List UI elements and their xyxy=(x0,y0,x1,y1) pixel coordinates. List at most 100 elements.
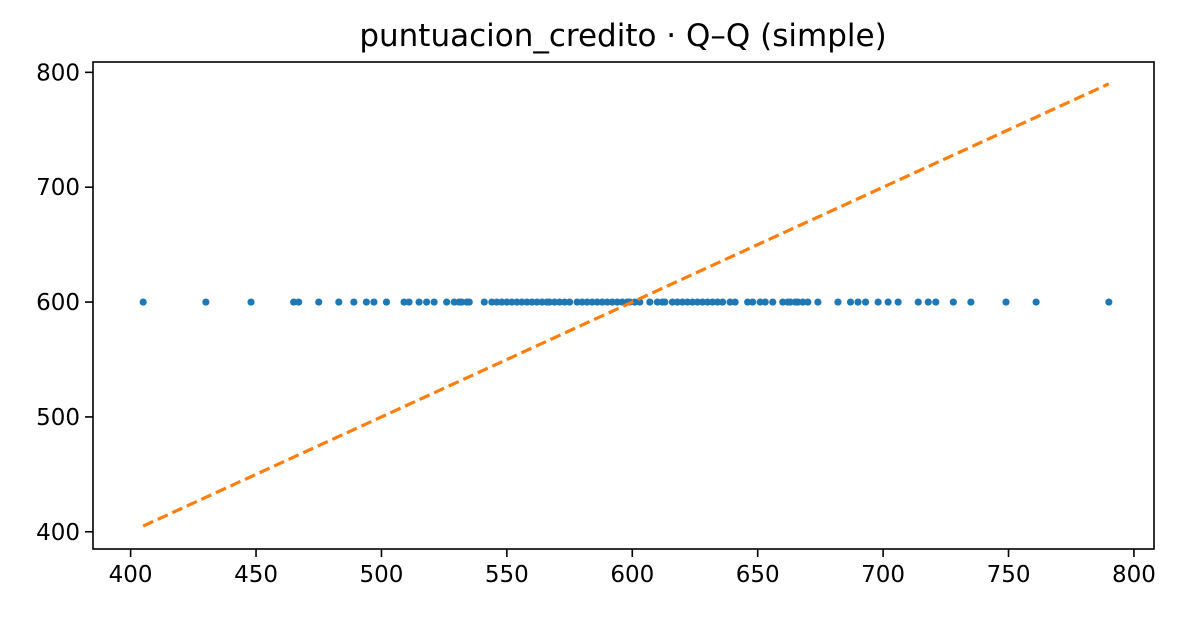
data-point xyxy=(528,298,536,306)
data-point xyxy=(693,298,702,306)
data-point xyxy=(713,298,722,306)
data-point xyxy=(613,298,621,306)
data-point xyxy=(688,298,697,306)
reference-line xyxy=(142,82,1110,528)
data-point xyxy=(545,298,554,306)
data-point xyxy=(668,298,677,306)
data-point xyxy=(924,298,932,306)
data-point xyxy=(423,298,431,306)
data-point xyxy=(603,298,611,306)
data-point xyxy=(465,298,473,306)
data-point xyxy=(673,298,682,306)
data-point xyxy=(560,298,569,306)
data-point xyxy=(370,298,378,306)
data-point xyxy=(315,298,323,306)
data-point xyxy=(555,298,564,306)
data-point xyxy=(703,298,712,306)
data-point xyxy=(443,298,451,306)
data-point xyxy=(718,298,727,306)
data-marks xyxy=(139,82,1113,528)
data-point xyxy=(756,298,764,306)
data-point xyxy=(550,298,559,306)
data-point xyxy=(861,298,870,306)
x-axis: 400 450 500 550 600 650 700 750 800 xyxy=(109,549,1156,588)
data-point xyxy=(884,298,892,306)
x-tick-label: 650 xyxy=(736,562,780,588)
data-point xyxy=(513,298,521,306)
data-point xyxy=(498,298,506,306)
data-point xyxy=(894,298,902,306)
data-point xyxy=(588,298,596,306)
data-point xyxy=(480,298,488,306)
data-point xyxy=(834,298,842,306)
data-point xyxy=(565,298,574,306)
data-point xyxy=(967,298,975,306)
data-point xyxy=(450,298,458,306)
plot-area xyxy=(92,61,1155,550)
data-point xyxy=(814,298,822,306)
data-point xyxy=(139,298,147,306)
y-tick-label: 700 xyxy=(36,175,80,201)
data-point xyxy=(335,298,343,306)
x-tick-label: 550 xyxy=(485,562,529,588)
data-point xyxy=(949,298,957,306)
data-point xyxy=(608,298,616,306)
data-point xyxy=(661,298,669,306)
data-point xyxy=(488,298,496,306)
data-point xyxy=(400,298,408,306)
x-tick-label: 750 xyxy=(987,562,1031,588)
chart-title: puntuacion_credito · Q–Q (simple) xyxy=(359,18,886,54)
data-point xyxy=(518,298,526,306)
data-point xyxy=(799,298,807,306)
y-tick-label: 600 xyxy=(36,290,80,316)
data-point xyxy=(350,298,358,306)
data-point xyxy=(636,298,644,306)
data-point xyxy=(874,298,882,306)
data-point xyxy=(1032,298,1040,306)
y-tick-label: 400 xyxy=(36,520,80,546)
data-point xyxy=(1105,298,1113,306)
data-point xyxy=(769,298,777,306)
data-point xyxy=(533,298,541,306)
data-point xyxy=(295,298,303,306)
data-point xyxy=(573,298,581,306)
data-point xyxy=(779,298,787,306)
data-point xyxy=(538,298,546,306)
data-point xyxy=(786,298,794,306)
y-axis: 400 500 600 700 800 xyxy=(36,60,93,546)
data-point xyxy=(731,298,739,306)
data-point xyxy=(493,298,501,306)
x-tick-label: 400 xyxy=(109,562,153,588)
x-tick-label: 800 xyxy=(1112,562,1156,588)
data-point xyxy=(503,298,511,306)
data-point xyxy=(708,298,717,306)
data-point xyxy=(914,298,922,306)
data-point xyxy=(854,298,862,306)
data-point xyxy=(598,298,606,306)
data-point xyxy=(583,298,591,306)
data-point xyxy=(726,298,734,306)
x-tick-label: 450 xyxy=(234,562,278,588)
data-point xyxy=(290,298,298,306)
data-point xyxy=(362,298,371,306)
data-point xyxy=(458,298,466,306)
data-point xyxy=(578,298,586,306)
data-point xyxy=(202,298,210,306)
data-point xyxy=(678,298,687,306)
data-point xyxy=(698,298,707,306)
data-point xyxy=(593,298,601,306)
y-tick-label: 500 xyxy=(36,405,80,431)
data-point xyxy=(794,298,802,306)
data-point xyxy=(1002,298,1010,306)
data-point xyxy=(247,298,255,306)
data-point xyxy=(618,298,626,306)
data-point xyxy=(523,298,531,306)
data-point xyxy=(646,298,654,306)
y-tick-label: 800 xyxy=(36,60,80,86)
x-tick-label: 600 xyxy=(610,562,654,588)
axes-frame xyxy=(92,61,1155,550)
data-point xyxy=(804,298,812,306)
data-point xyxy=(631,298,639,306)
data-point xyxy=(932,298,940,306)
